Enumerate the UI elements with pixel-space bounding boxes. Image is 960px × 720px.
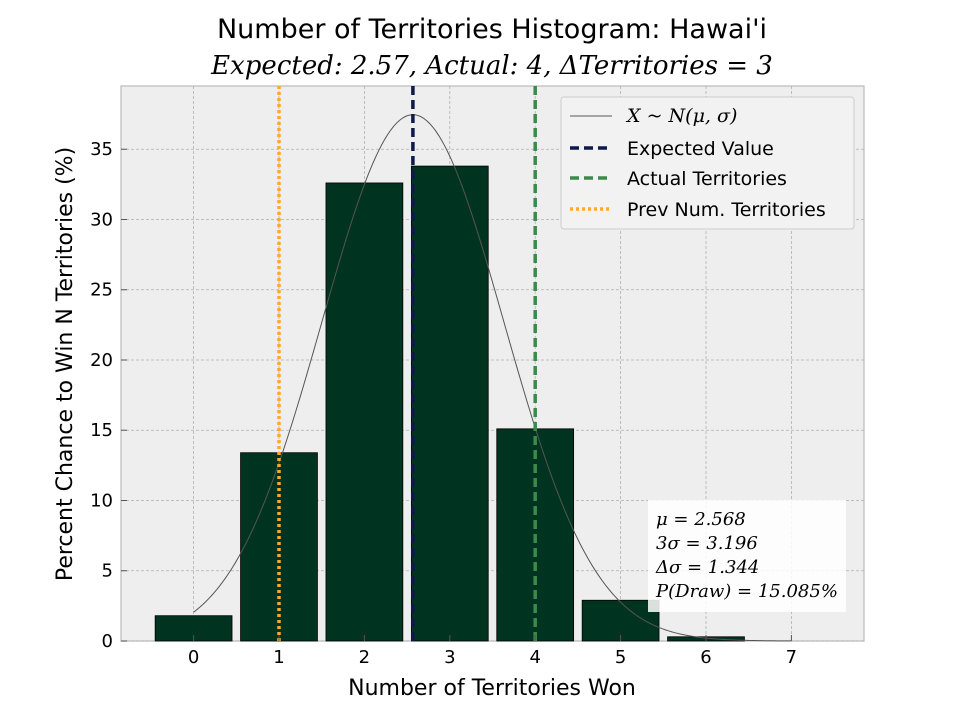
bar-5 [581, 599, 660, 642]
x-tick-label: 0 [188, 647, 199, 668]
y-tick-label: 25 [90, 280, 113, 301]
x-tick-label: 4 [529, 647, 540, 668]
stats-p-draw: P(Draw) = 15.085% [655, 581, 838, 602]
legend-label-expected: Expected Value [627, 138, 774, 160]
bar-3 [410, 165, 489, 642]
x-tick-label: 5 [615, 647, 626, 668]
y-tick-label: 30 [90, 209, 113, 230]
x-tick-label: 6 [700, 647, 711, 668]
chart-title: Number of Territories Histogram: Hawai'i [217, 14, 767, 45]
legend-label-prev: Prev Num. Territories [627, 199, 826, 221]
x-tick-label: 2 [359, 647, 370, 668]
legend: X ~ N(μ, σ) Expected Value Actual Territ… [560, 96, 855, 230]
bars-group [154, 165, 745, 642]
reference-lines [277, 86, 537, 641]
y-tick-label: 0 [102, 631, 113, 652]
y-tick-label: 5 [102, 561, 113, 582]
y-tick-label: 20 [90, 350, 113, 371]
legend-label-normal: X ~ N(μ, σ) [625, 105, 737, 127]
stats-delta-sigma: Δσ = 1.344 [655, 557, 759, 578]
bar-1 [240, 452, 318, 642]
stats-mu: μ = 2.568 [656, 509, 746, 530]
y-ticks: 0 5 10 15 20 25 30 35 [90, 139, 127, 652]
stats-3sigma: 3σ = 3.196 [656, 533, 758, 554]
x-ticks: 0 1 2 3 4 5 6 7 [188, 635, 797, 668]
normal-curve [193, 114, 792, 642]
y-tick-label: 10 [90, 490, 113, 511]
stats-box: μ = 2.568 3σ = 3.196 Δσ = 1.344 P(Draw) … [648, 500, 846, 612]
x-tick-label: 3 [444, 647, 455, 668]
legend-label-actual: Actual Territories [627, 168, 787, 190]
x-axis-label: Number of Territories Won [348, 676, 636, 701]
legend-box [560, 96, 855, 230]
bar-2 [325, 182, 404, 642]
stats-box-background [648, 500, 846, 612]
x-tick-label: 1 [273, 647, 284, 668]
y-tick-label: 35 [90, 139, 113, 160]
x-tick-label: 7 [786, 647, 797, 668]
y-tick-label: 15 [90, 420, 113, 441]
chart-subtitle: Expected: 2.57, Actual: 4, ΔTerritories … [210, 51, 773, 81]
y-axis-label: Percent Chance to Win N Territories (%) [53, 147, 78, 581]
